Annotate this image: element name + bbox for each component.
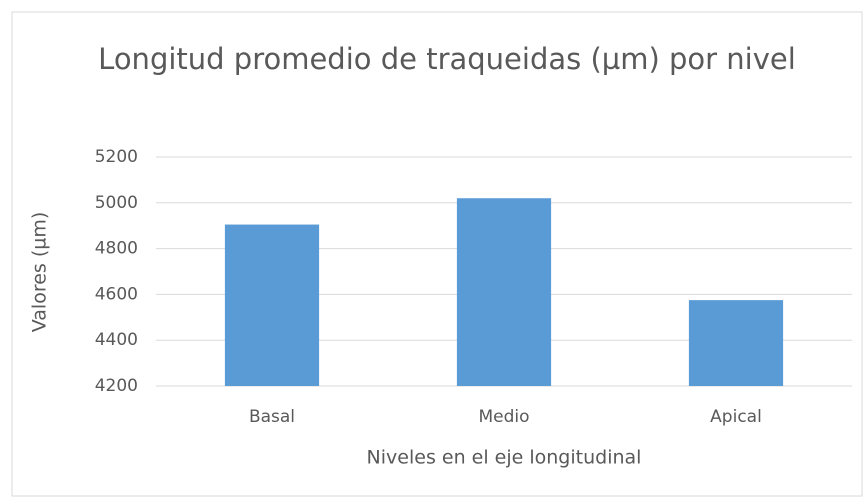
y-tick-label: 4200	[95, 376, 138, 396]
y-tick-label: 4600	[95, 284, 138, 304]
y-tick-label: 4800	[95, 239, 138, 259]
y-tick-label: 4400	[95, 330, 138, 350]
chart-border	[11, 11, 863, 497]
x-axis-label: Niveles en el eje longitudinal	[367, 447, 642, 469]
y-axis-label: Valores (µm)	[29, 212, 51, 333]
bar	[224, 224, 320, 386]
bar	[688, 300, 784, 386]
x-tick-label: Basal	[249, 407, 295, 427]
bar	[456, 198, 552, 386]
y-tick-label: 5000	[95, 193, 138, 213]
chart-title: Longitud promedio de traqueidas (µm) por…	[98, 42, 796, 76]
y-tick-label: 5200	[95, 147, 138, 167]
x-tick-label: Apical	[710, 407, 762, 427]
x-tick-label: Medio	[478, 407, 529, 427]
